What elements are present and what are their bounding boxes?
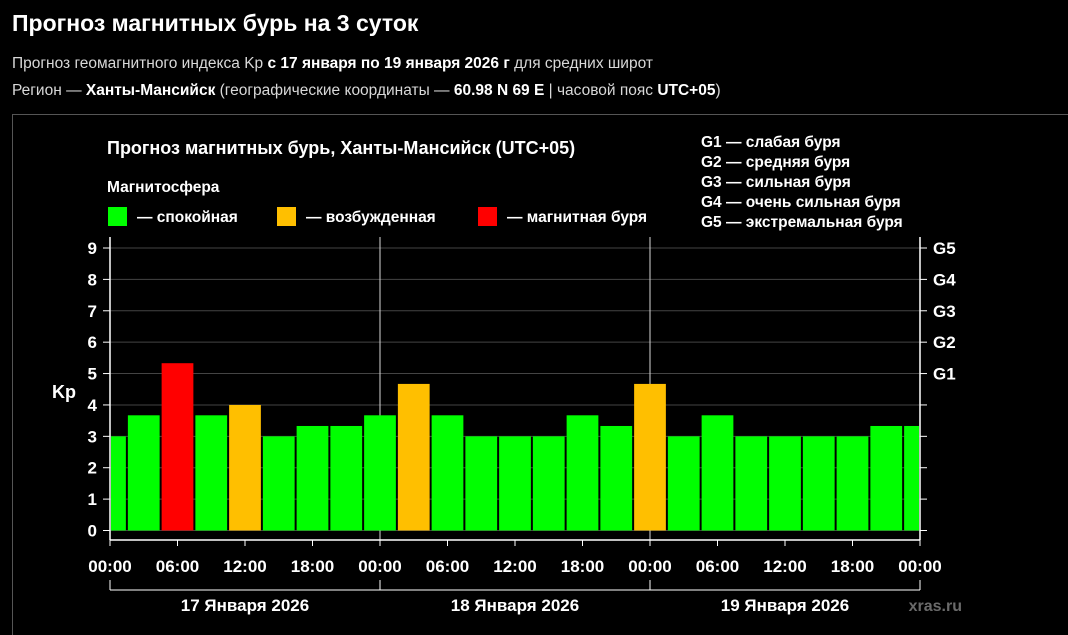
region-name: Ханты-Мансийск: [85, 82, 216, 99]
g-legend-item: G3 — сильная буря: [701, 174, 851, 191]
kp-bar: [161, 363, 194, 531]
kp-bar: [431, 415, 464, 531]
chart-panel: [12, 114, 1068, 635]
y-tick-label: 2: [88, 459, 97, 478]
watermark: xras.ru: [909, 598, 962, 615]
x-tick-label: 00:00: [898, 557, 941, 576]
y-axis-label: Kp: [52, 382, 76, 402]
kp-bar: [566, 415, 599, 531]
coordinates-value: 60.98 N 69 E: [453, 82, 545, 99]
legend-swatch: [478, 207, 497, 226]
kp-bar: [532, 436, 565, 531]
kp-bar: [127, 415, 160, 531]
x-tick-label: 06:00: [426, 557, 469, 576]
g-legend-item: G5 — экстремальная буря: [701, 214, 903, 231]
kp-bar: [262, 436, 295, 531]
legend-swatch: [108, 207, 127, 226]
y-tick-label: 5: [88, 365, 97, 384]
y-tick-label: 1: [88, 490, 97, 509]
forecast-description: Прогноз геомагнитного индекса Kp с 17 ян…: [12, 55, 653, 73]
g-level-label: G4: [933, 270, 956, 289]
kp-bar: [701, 415, 734, 531]
y-tick-label: 3: [88, 427, 97, 446]
kp-bar: [870, 425, 903, 531]
y-tick-label: 7: [88, 302, 97, 321]
chart-title: Прогноз магнитных бурь, Ханты-Мансийск (…: [107, 138, 575, 158]
kp-bar: [229, 404, 261, 531]
description-text: Прогноз геомагнитного индекса Kp: [12, 55, 268, 72]
kp-bar: [195, 415, 228, 531]
legend-label: — возбужденная: [306, 209, 436, 226]
x-tick-label: 06:00: [696, 557, 739, 576]
legend-swatch: [277, 207, 296, 226]
x-tick-label: 00:00: [358, 557, 401, 576]
legend-label: — магнитная буря: [507, 209, 647, 226]
kp-bar: [296, 425, 329, 531]
kp-bar: [836, 436, 869, 531]
x-tick-label: 00:00: [88, 557, 131, 576]
kp-bar: [397, 383, 430, 531]
y-tick-label: 6: [88, 333, 97, 352]
kp-bar: [600, 425, 633, 531]
kp-bar: [465, 436, 498, 531]
coordinates-label: (географические координаты —: [215, 82, 454, 99]
kp-bar: [802, 436, 835, 531]
x-tick-label: 12:00: [223, 557, 266, 576]
x-tick-label: 06:00: [156, 557, 199, 576]
region-info: Регион — Ханты-Мансийск (географические …: [12, 82, 721, 100]
kp-bar: [904, 425, 919, 531]
kp-bar: [111, 436, 126, 531]
day-label: 19 Января 2026: [721, 596, 849, 615]
day-label: 17 Января 2026: [181, 596, 309, 615]
g-legend-item: G2 — средняя буря: [701, 154, 850, 171]
x-tick-label: 12:00: [493, 557, 536, 576]
x-tick-label: 00:00: [628, 557, 671, 576]
region-info-close: ): [715, 82, 721, 99]
g-level-label: G3: [933, 302, 956, 321]
y-tick-label: 9: [88, 239, 97, 258]
day-label: 18 Января 2026: [451, 596, 579, 615]
y-tick-label: 4: [88, 396, 98, 415]
timezone-label: | часовой пояс: [544, 82, 658, 99]
y-tick-label: 0: [88, 522, 97, 541]
g-level-label: G2: [933, 333, 956, 352]
g-level-label: G5: [933, 239, 956, 258]
kp-bar: [667, 436, 700, 531]
y-tick-label: 8: [88, 270, 97, 289]
g-legend-item: G1 — слабая буря: [701, 134, 841, 151]
legend-title: Магнитосфера: [107, 179, 220, 196]
x-tick-label: 18:00: [561, 557, 604, 576]
kp-bar: [330, 425, 363, 531]
legend-label: — спокойная: [137, 209, 238, 226]
x-tick-label: 18:00: [291, 557, 334, 576]
g-legend-item: G4 — очень сильная буря: [701, 194, 901, 211]
date-range: с 17 января по 19 января 2026 г: [267, 55, 510, 72]
kp-bar: [769, 436, 801, 531]
kp-bar: [735, 436, 768, 531]
x-tick-label: 12:00: [763, 557, 806, 576]
timezone-value: UTC+05: [657, 82, 716, 99]
x-tick-label: 18:00: [831, 557, 874, 576]
description-latitudes: для средних широт: [509, 55, 653, 72]
page-title: Прогноз магнитных бурь на 3 суток: [12, 10, 419, 36]
kp-bar: [499, 436, 531, 531]
region-label: Регион —: [12, 82, 86, 99]
kp-bar: [634, 383, 666, 531]
kp-bar: [364, 415, 396, 531]
g-level-label: G1: [933, 365, 956, 384]
